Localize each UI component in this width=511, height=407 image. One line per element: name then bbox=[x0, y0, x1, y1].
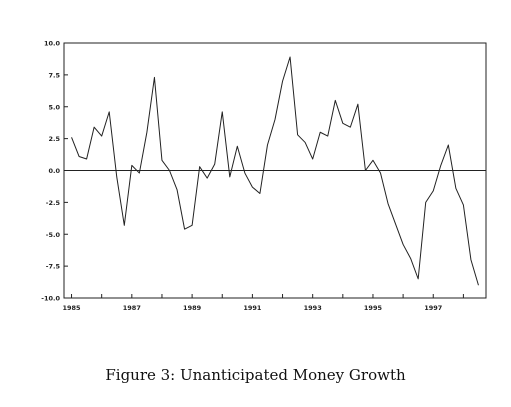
figure-caption: Figure 3: Unanticipated Money Growth bbox=[105, 366, 406, 384]
y-tick-label: 7.5 bbox=[48, 71, 60, 79]
y-tick-label: 10.0 bbox=[44, 40, 61, 48]
x-tick-label: 1995 bbox=[364, 304, 383, 312]
x-tick-label: 1987 bbox=[123, 304, 141, 312]
x-tick-label: 1985 bbox=[62, 304, 81, 312]
x-tick-label: 1991 bbox=[243, 304, 262, 312]
y-tick-label: -7.5 bbox=[46, 263, 61, 271]
y-tick-label: 0.0 bbox=[48, 167, 60, 175]
y-tick-label: -2.5 bbox=[46, 199, 61, 207]
x-tick-label: 1997 bbox=[424, 304, 442, 312]
y-tick-label: 2.5 bbox=[48, 135, 60, 143]
y-tick-label: -5.0 bbox=[46, 231, 61, 239]
y-tick-label: 5.0 bbox=[48, 103, 60, 111]
x-tick-label: 1989 bbox=[183, 304, 202, 312]
series-line bbox=[71, 56, 479, 286]
y-axis: 10.0 7.5 5.0 2.5 0.0 -2.5 -5.0 -7.5 -10.0 bbox=[41, 40, 68, 303]
y-tick-label: -10.0 bbox=[41, 295, 60, 303]
series-layer bbox=[71, 56, 479, 286]
x-axis: 1985 1987 1989 1991 1993 1995 1997 bbox=[62, 294, 464, 312]
x-tick-label: 1993 bbox=[304, 304, 322, 312]
